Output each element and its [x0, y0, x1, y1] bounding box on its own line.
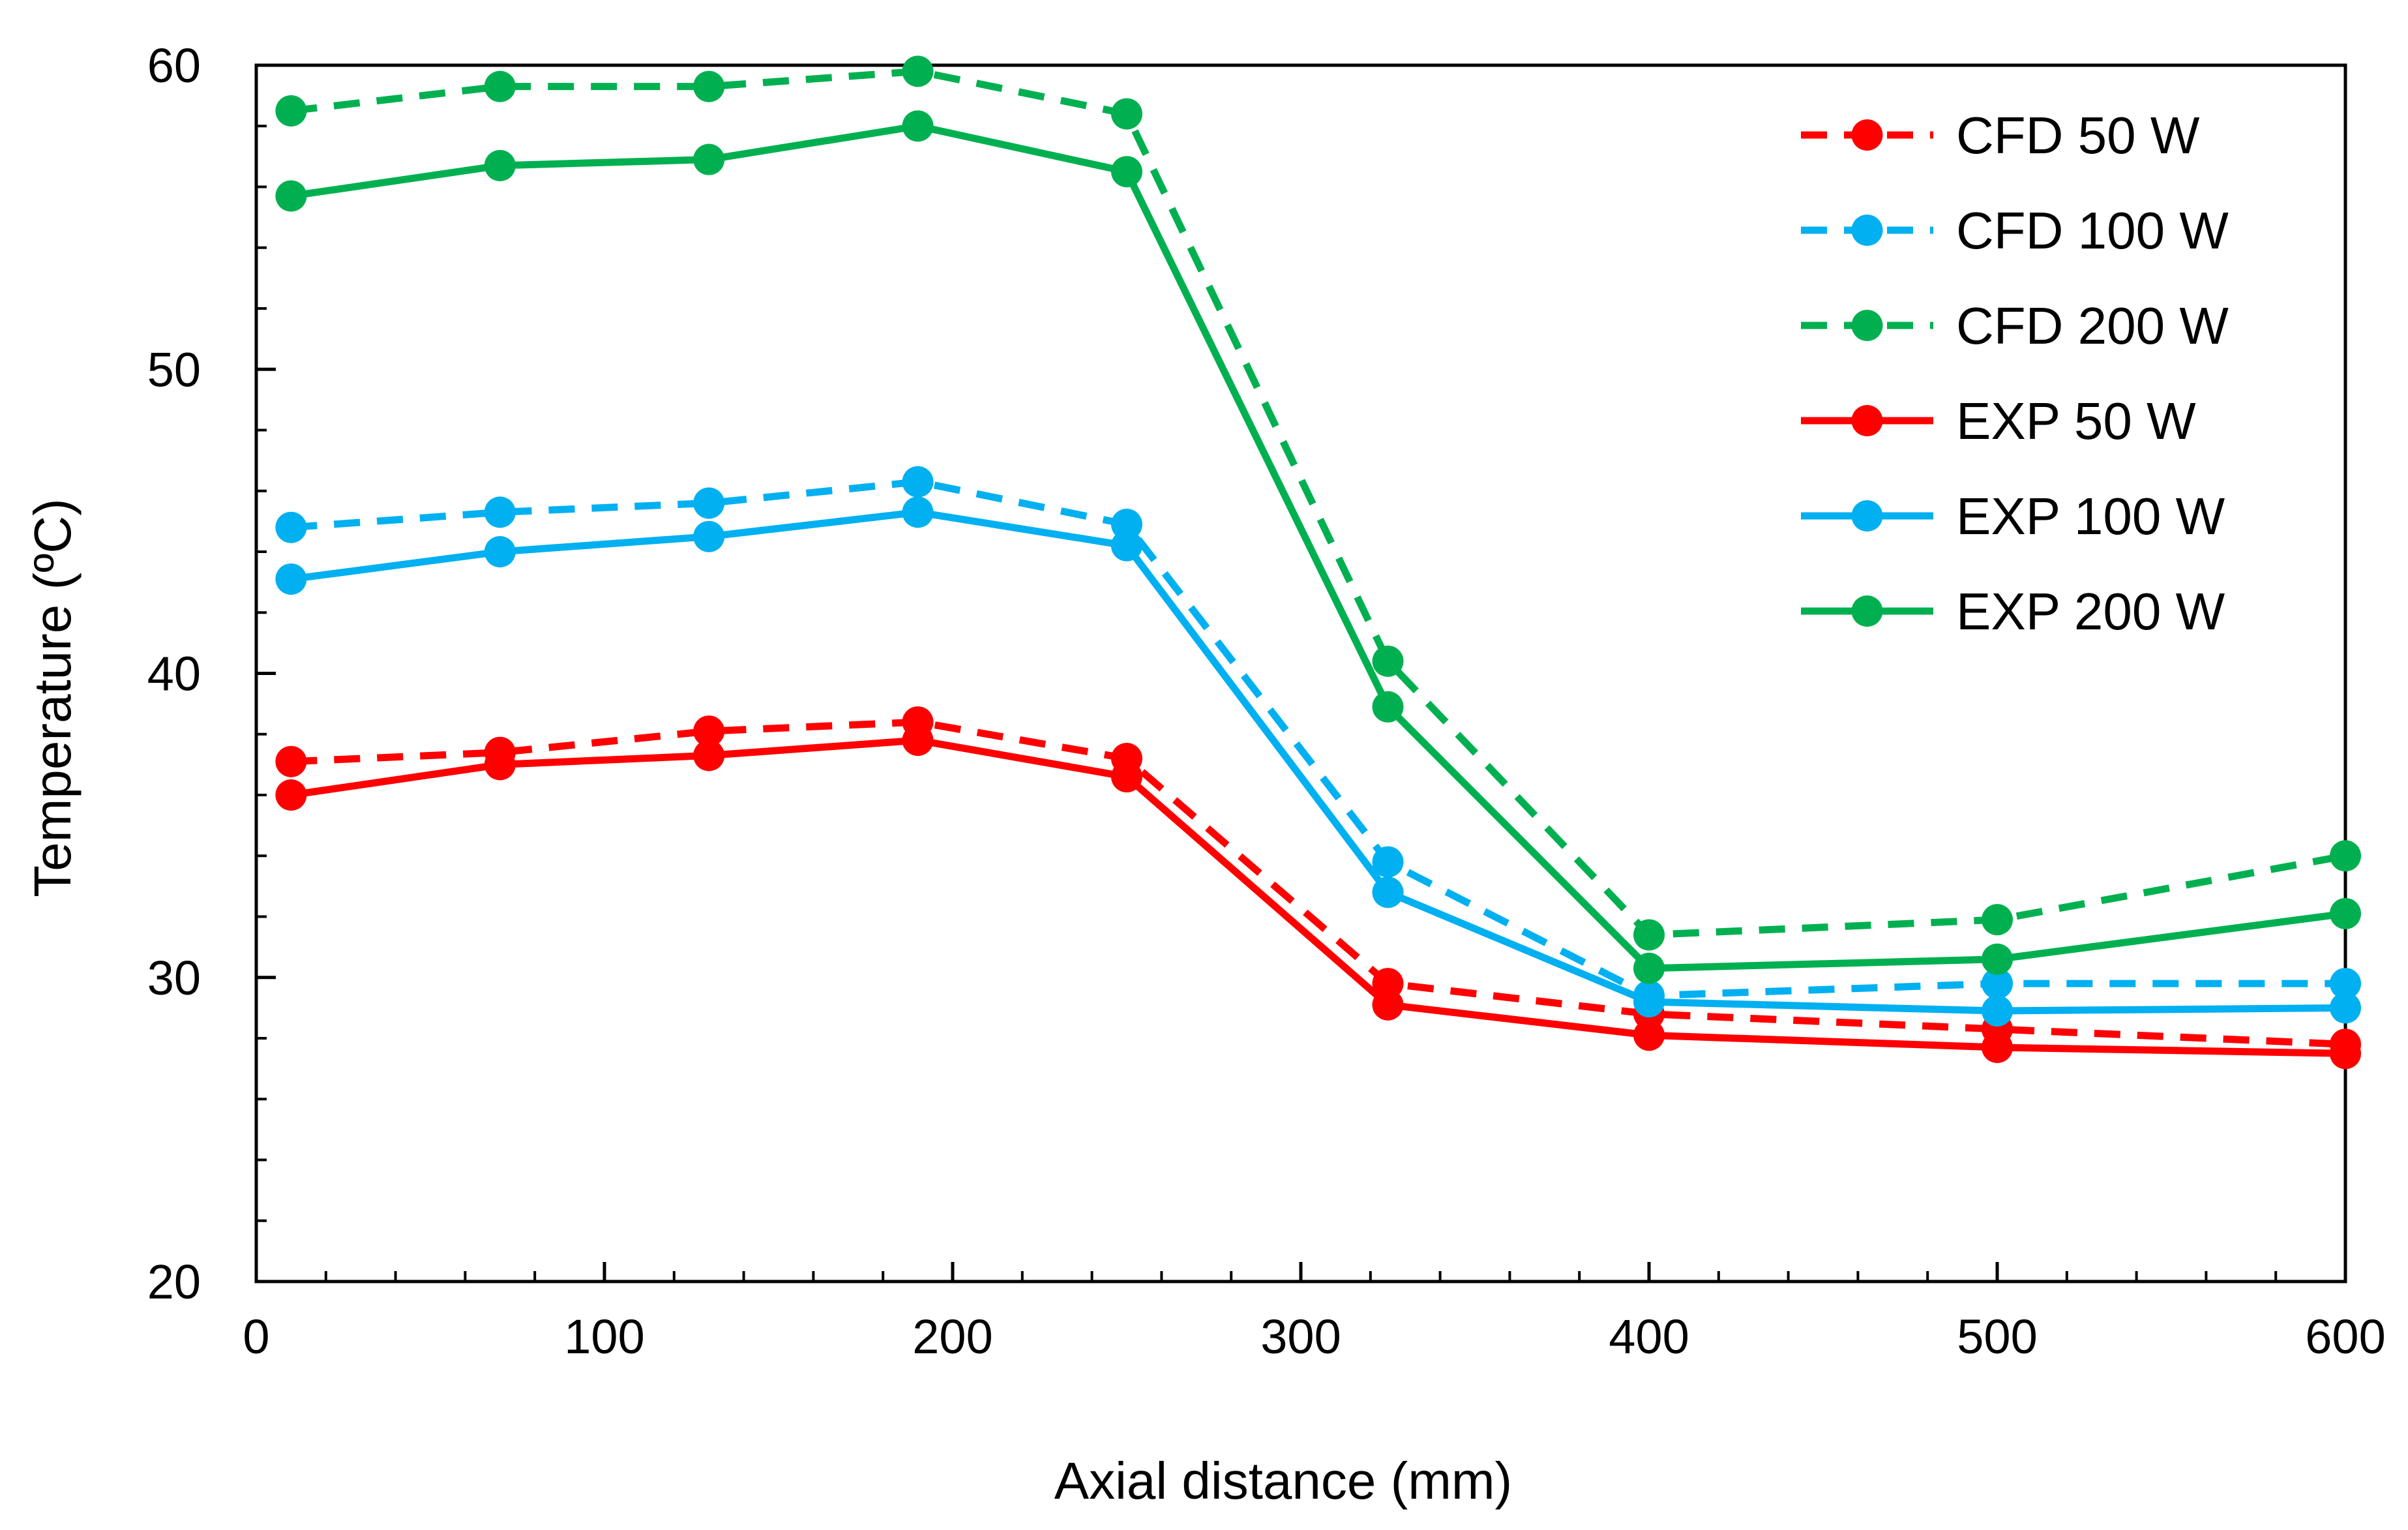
- data-point-exp-200-w: [693, 143, 725, 175]
- legend-marker-cfd-200-w: [1851, 310, 1883, 341]
- y-tick-label: 60: [147, 38, 201, 93]
- y-tick-label: 20: [147, 1255, 201, 1309]
- data-point-cfd-200-w: [693, 70, 725, 102]
- data-point-cfd-100-w: [1982, 968, 2013, 1000]
- y-tick-label: 50: [147, 342, 201, 397]
- data-point-cfd-200-w: [2330, 840, 2361, 872]
- data-point-cfd-50-w: [693, 715, 725, 747]
- data-point-exp-100-w: [275, 563, 307, 595]
- legend-marker-exp-100-w: [1851, 500, 1883, 532]
- x-tick-label: 500: [1957, 1310, 2037, 1364]
- legend-item-exp-50-w: EXP 50 W: [1801, 392, 2196, 450]
- legend-label-cfd-100-w: CFD 100 W: [1956, 202, 2229, 260]
- legend-label-exp-200-w: EXP 200 W: [1956, 582, 2225, 640]
- series-exp-50-w: [275, 725, 2361, 1070]
- x-tick-label: 600: [2305, 1310, 2385, 1364]
- series-exp-200-w: [275, 110, 2361, 984]
- data-point-exp-50-w: [1633, 1019, 1665, 1051]
- data-point-exp-200-w: [1372, 691, 1404, 723]
- data-point-exp-50-w: [1372, 989, 1404, 1021]
- legend: CFD 50 W CFD 100 W CFD 200 W EXP 50 W EXP 10…: [1801, 106, 2229, 640]
- legend-marker-exp-200-w: [1851, 595, 1883, 627]
- legend-label-cfd-200-w: CFD 200 W: [1956, 297, 2229, 355]
- data-point-cfd-200-w: [1111, 98, 1142, 130]
- x-tick-label: 300: [1260, 1310, 1341, 1364]
- legend-label-cfd-50-w: CFD 50 W: [1956, 106, 2200, 164]
- data-point-exp-50-w: [275, 779, 307, 811]
- data-point-cfd-100-w: [2330, 968, 2361, 1000]
- legend-item-exp-200-w: EXP 200 W: [1801, 582, 2225, 640]
- series-cfd-200-w: [275, 55, 2361, 951]
- data-point-cfd-100-w: [1372, 846, 1404, 878]
- data-point-exp-100-w: [2330, 992, 2361, 1024]
- data-point-cfd-200-w: [1982, 904, 2013, 936]
- data-point-exp-200-w: [1633, 952, 1665, 984]
- data-point-exp-50-w: [693, 740, 725, 772]
- data-point-cfd-100-w: [275, 511, 307, 543]
- data-point-exp-50-w: [2330, 1038, 2361, 1070]
- data-point-cfd-200-w: [1372, 645, 1404, 677]
- legend-marker-cfd-50-w: [1851, 119, 1883, 151]
- x-axis-title: Axial distance (mm): [1054, 1452, 1512, 1510]
- legend-item-cfd-50-w: CFD 50 W: [1801, 106, 2200, 164]
- data-point-exp-50-w: [1111, 761, 1142, 793]
- data-point-cfd-200-w: [1633, 919, 1665, 951]
- data-point-cfd-200-w: [902, 55, 934, 87]
- x-tick-label: 100: [564, 1310, 644, 1364]
- data-point-exp-200-w: [1982, 943, 2013, 975]
- data-point-exp-200-w: [484, 149, 516, 181]
- data-point-cfd-200-w: [275, 95, 307, 127]
- data-point-exp-100-w: [693, 520, 725, 552]
- data-point-exp-100-w: [484, 536, 516, 567]
- data-point-exp-50-w: [902, 725, 934, 757]
- legend-item-exp-100-w: EXP 100 W: [1801, 487, 2225, 545]
- axes-layer: 0 100 200 300 400 500 600 20 30 40 50 60: [147, 38, 2386, 1364]
- series-cfd-100-w: [275, 466, 2361, 1012]
- data-point-exp-100-w: [1633, 986, 1665, 1018]
- x-tick-label: 0: [243, 1310, 269, 1364]
- y-axis-title: Temperature (ºC): [23, 498, 82, 897]
- y-tick-label: 30: [147, 951, 201, 1005]
- data-point-exp-100-w: [1111, 530, 1142, 562]
- data-point-exp-100-w: [1982, 995, 2013, 1027]
- legend-item-cfd-200-w: CFD 200 W: [1801, 297, 2229, 355]
- data-point-exp-50-w: [1982, 1031, 2013, 1063]
- x-tick-label: 200: [912, 1310, 992, 1364]
- data-point-exp-200-w: [2330, 897, 2361, 929]
- data-point-cfd-50-w: [275, 745, 307, 777]
- legend-marker-exp-50-w: [1851, 405, 1883, 436]
- y-tick-label: 40: [147, 647, 201, 701]
- series-exp-100-w: [275, 496, 2361, 1027]
- data-point-exp-50-w: [484, 749, 516, 781]
- data-point-cfd-100-w: [902, 466, 934, 498]
- legend-item-cfd-100-w: CFD 100 W: [1801, 202, 2229, 260]
- data-point-exp-100-w: [902, 496, 934, 528]
- series-layer: [275, 55, 2361, 1070]
- data-point-cfd-200-w: [484, 70, 516, 102]
- data-point-cfd-100-w: [484, 496, 516, 528]
- x-tick-label: 400: [1609, 1310, 1689, 1364]
- legend-marker-cfd-100-w: [1851, 215, 1883, 246]
- legend-label-exp-50-w: EXP 50 W: [1956, 392, 2196, 450]
- data-point-exp-100-w: [1372, 877, 1404, 908]
- data-point-exp-200-w: [902, 110, 934, 142]
- data-point-exp-200-w: [275, 180, 307, 212]
- legend-label-exp-100-w: EXP 100 W: [1956, 487, 2225, 545]
- data-point-exp-200-w: [1111, 156, 1142, 188]
- data-point-cfd-100-w: [693, 487, 725, 519]
